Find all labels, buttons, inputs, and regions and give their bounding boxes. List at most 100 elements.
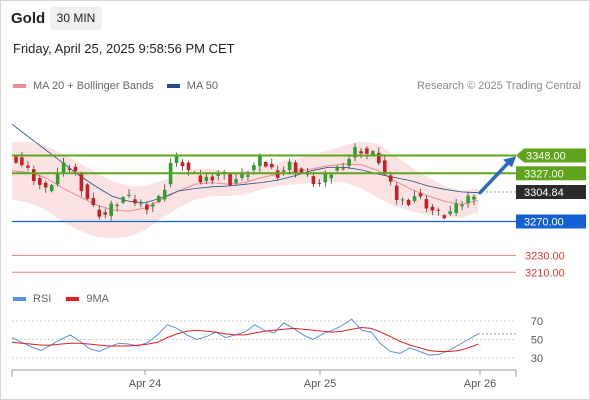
rsi-swatch bbox=[13, 297, 26, 301]
candle-body bbox=[281, 170, 286, 172]
candle-body bbox=[287, 161, 292, 170]
level-3348-tag-shape bbox=[516, 148, 586, 163]
rsi-legend: RSI 9MA bbox=[13, 293, 109, 305]
forecast-arrow bbox=[478, 156, 516, 195]
x-tick-label: Apr 24 bbox=[129, 378, 161, 390]
candle-body bbox=[448, 211, 452, 215]
level-3327-label: 3327.00 bbox=[524, 168, 564, 180]
candle-body bbox=[270, 163, 274, 168]
candle-body bbox=[466, 195, 470, 204]
candle-body bbox=[442, 215, 447, 219]
candle-body bbox=[198, 175, 203, 183]
ma50-swatch bbox=[166, 84, 180, 88]
level-3327-tag-shape bbox=[516, 166, 586, 181]
ma20-line bbox=[11, 163, 479, 212]
candle-body bbox=[258, 155, 262, 167]
candle-body bbox=[353, 147, 357, 158]
x-tick-label: Apr 25 bbox=[304, 378, 336, 390]
candle-body bbox=[246, 174, 250, 177]
candle-body bbox=[311, 176, 316, 185]
ma20-bb-swatch bbox=[13, 84, 26, 88]
9ma-legend-label: 9MA bbox=[86, 293, 109, 305]
timestamp: Friday, April 25, 2025 9:58:56 PM CET bbox=[13, 41, 235, 56]
candle-body bbox=[377, 152, 381, 164]
level-3270-tag: 3270.00 bbox=[516, 214, 586, 229]
candle-body bbox=[329, 174, 333, 179]
candle-body bbox=[424, 199, 429, 209]
candle-body bbox=[97, 209, 102, 217]
level-3304-84-tag: 3304.84 bbox=[516, 185, 586, 200]
candle-body bbox=[436, 209, 441, 211]
candle-body bbox=[341, 168, 345, 170]
candle-body bbox=[174, 156, 179, 163]
candle-body bbox=[139, 203, 143, 205]
level-3230-label: 3230.00 bbox=[525, 250, 565, 262]
ma20-bb-legend-label: MA 20 + Bollinger Bands bbox=[33, 80, 154, 92]
rsi-tick-label: 50 bbox=[531, 335, 543, 347]
level-3348-label: 3348.00 bbox=[526, 151, 566, 163]
level-3210-label: 3210.00 bbox=[525, 267, 565, 279]
candle-body bbox=[20, 157, 24, 166]
candle-body bbox=[430, 206, 435, 211]
candle-body bbox=[186, 162, 191, 171]
level-3327-tag: 3327.00 bbox=[516, 166, 586, 181]
candle-body bbox=[115, 204, 119, 206]
rsi-tick-label: 70 bbox=[531, 316, 543, 328]
candle-body bbox=[228, 174, 232, 186]
level-3230-tag: 3230.00 bbox=[525, 250, 565, 262]
candle-body bbox=[371, 151, 375, 155]
candle-body bbox=[103, 212, 107, 215]
candle-body bbox=[216, 173, 220, 176]
candle-body bbox=[335, 166, 339, 171]
candle-body bbox=[418, 193, 423, 197]
rsi-line bbox=[11, 318, 479, 356]
candle-body bbox=[180, 162, 185, 167]
candle-body bbox=[252, 165, 256, 170]
9ma-swatch bbox=[66, 297, 80, 301]
rsi-tick-label: 30 bbox=[531, 353, 543, 365]
candle-body bbox=[210, 176, 215, 181]
timeframe-button[interactable]: 30 MIN bbox=[50, 7, 102, 30]
candle-body bbox=[317, 182, 322, 184]
candle-body bbox=[388, 175, 393, 182]
level-3270-tag-shape bbox=[516, 214, 586, 229]
candle-body bbox=[26, 165, 30, 168]
candle-body bbox=[406, 199, 411, 206]
candle-body bbox=[323, 172, 328, 183]
candle-body bbox=[383, 160, 387, 173]
candle-body bbox=[91, 198, 96, 205]
candle-body bbox=[67, 168, 72, 170]
candle-body bbox=[157, 196, 161, 203]
price-legend: MA 20 + Bollinger Bands MA 50 bbox=[13, 80, 218, 92]
candle-body bbox=[394, 185, 399, 200]
level-3348-tag: 3348.00 bbox=[516, 148, 586, 163]
candle-body bbox=[109, 203, 113, 216]
candle-body bbox=[79, 173, 84, 192]
candle-body bbox=[400, 199, 405, 201]
candle-body bbox=[85, 184, 90, 199]
candle-body bbox=[454, 203, 458, 213]
candle-body bbox=[347, 159, 351, 166]
candle-body bbox=[240, 172, 244, 178]
ma50-line bbox=[11, 123, 479, 204]
x-tick-label: Apr 26 bbox=[464, 378, 496, 390]
level-3270-label: 3270.00 bbox=[524, 217, 564, 229]
candle-body bbox=[460, 204, 464, 207]
candle-body bbox=[49, 185, 54, 192]
candle-body bbox=[299, 168, 304, 173]
candle-body bbox=[365, 148, 369, 154]
ma50-legend-label: MA 50 bbox=[186, 80, 218, 92]
candle-body bbox=[127, 194, 131, 196]
candle-body bbox=[43, 182, 48, 188]
candle-body bbox=[264, 162, 268, 167]
forecast-arrow-head bbox=[503, 156, 516, 168]
instrument-title: Gold bbox=[11, 10, 46, 27]
candle-body bbox=[55, 173, 60, 185]
candle-body bbox=[359, 151, 363, 154]
level-3304-84-label: 3304.84 bbox=[524, 187, 564, 199]
candle-body bbox=[162, 189, 167, 200]
candle-body bbox=[14, 156, 18, 163]
candle-body bbox=[412, 196, 417, 202]
rsi-legend-label: RSI bbox=[33, 293, 52, 305]
